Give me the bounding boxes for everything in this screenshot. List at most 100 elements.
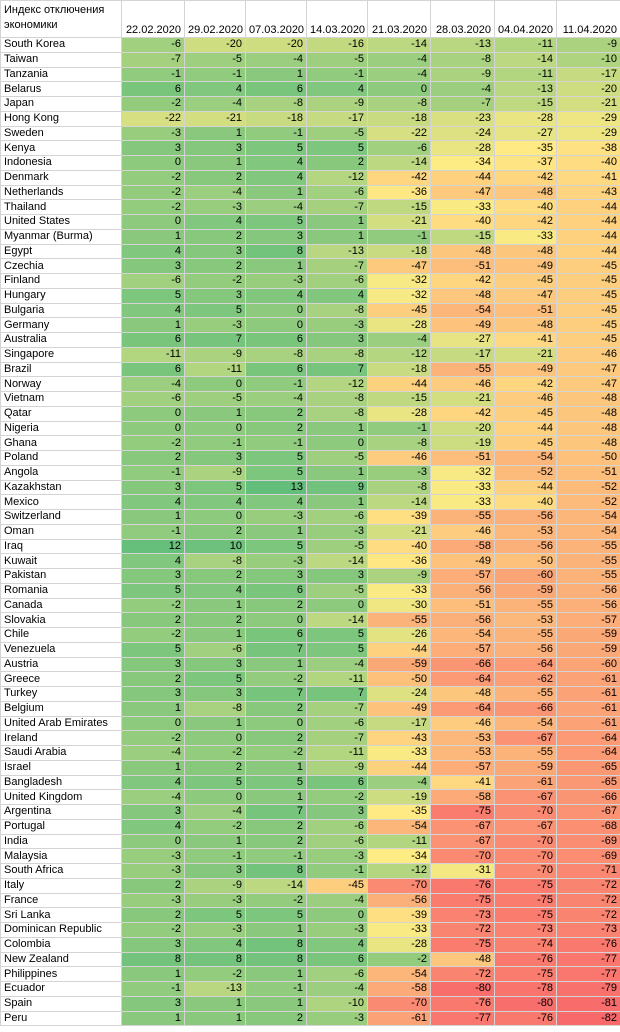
value-cell[interactable]: 2 (121, 612, 185, 628)
value-cell[interactable]: 4 (184, 214, 246, 230)
value-cell[interactable]: -56 (494, 509, 557, 525)
value-cell[interactable]: -16 (306, 37, 368, 53)
value-cell[interactable]: 1 (121, 509, 185, 525)
value-cell[interactable]: -5 (306, 538, 368, 555)
value-cell[interactable]: -4 (367, 51, 431, 68)
value-cell[interactable]: -75 (494, 966, 557, 982)
country-cell[interactable]: Singapore (0, 346, 122, 363)
value-cell[interactable]: -11 (367, 833, 431, 850)
value-cell[interactable]: -59 (556, 627, 620, 643)
date-header[interactable]: 11.04.2020 (556, 0, 620, 38)
value-cell[interactable]: 1 (121, 700, 185, 717)
value-cell[interactable]: -39 (367, 509, 431, 525)
value-cell[interactable]: -12 (306, 376, 368, 392)
value-cell[interactable]: 5 (121, 582, 185, 599)
value-cell[interactable]: -8 (306, 302, 368, 319)
value-cell[interactable]: -50 (556, 450, 620, 466)
value-cell[interactable]: 7 (245, 804, 307, 820)
value-cell[interactable]: -24 (367, 686, 431, 702)
value-cell[interactable]: 0 (184, 376, 246, 392)
value-cell[interactable]: -73 (430, 907, 495, 923)
value-cell[interactable]: -5 (306, 450, 368, 466)
value-cell[interactable]: 1 (184, 125, 246, 142)
value-cell[interactable]: -56 (494, 641, 557, 658)
value-cell[interactable]: -82 (556, 1010, 620, 1027)
value-cell[interactable]: -14 (306, 612, 368, 628)
value-cell[interactable]: 7 (184, 332, 246, 348)
value-cell[interactable]: -45 (556, 332, 620, 348)
value-cell[interactable]: -4 (245, 199, 307, 215)
value-cell[interactable]: -77 (556, 951, 620, 968)
value-cell[interactable]: 0 (184, 420, 246, 437)
value-cell[interactable]: -76 (430, 877, 495, 894)
value-cell[interactable]: 1 (121, 228, 185, 245)
value-cell[interactable]: 2 (245, 700, 307, 717)
value-cell[interactable]: -35 (494, 140, 557, 156)
value-cell[interactable]: -3 (121, 892, 185, 909)
country-cell[interactable]: Kuwait (0, 553, 122, 569)
value-cell[interactable]: -28 (367, 936, 431, 953)
value-cell[interactable]: 1 (245, 995, 307, 1012)
value-cell[interactable]: -4 (245, 391, 307, 407)
value-cell[interactable]: -80 (494, 995, 557, 1012)
value-cell[interactable]: -44 (430, 169, 495, 186)
country-cell[interactable]: Poland (0, 450, 122, 466)
value-cell[interactable]: -9 (556, 37, 620, 53)
country-cell[interactable]: Slovakia (0, 612, 122, 628)
value-cell[interactable]: 2 (184, 568, 246, 584)
value-cell[interactable]: -74 (494, 936, 557, 953)
value-cell[interactable]: 1 (306, 228, 368, 245)
value-cell[interactable]: -2 (245, 671, 307, 687)
value-cell[interactable]: -61 (367, 1010, 431, 1027)
value-cell[interactable]: -2 (184, 745, 246, 761)
date-header[interactable]: 07.03.2020 (245, 0, 307, 38)
value-cell[interactable]: -1 (121, 464, 185, 481)
value-cell[interactable]: -48 (556, 391, 620, 407)
value-cell[interactable]: 3 (184, 686, 246, 702)
value-cell[interactable]: -14 (245, 877, 307, 894)
country-cell[interactable]: Ecuador (0, 981, 122, 997)
value-cell[interactable]: -3 (306, 523, 368, 540)
value-cell[interactable]: -55 (556, 553, 620, 569)
country-cell[interactable]: Egypt (0, 243, 122, 260)
value-cell[interactable]: 2 (245, 420, 307, 437)
value-cell[interactable]: -2 (121, 169, 185, 186)
value-cell[interactable]: -4 (184, 96, 246, 112)
value-cell[interactable]: 2 (184, 523, 246, 540)
value-cell[interactable]: 3 (184, 140, 246, 156)
value-cell[interactable]: -70 (494, 848, 557, 864)
value-cell[interactable]: 0 (245, 317, 307, 333)
value-cell[interactable]: 2 (184, 169, 246, 186)
value-cell[interactable]: 6 (245, 582, 307, 599)
value-cell[interactable]: -18 (367, 243, 431, 260)
value-cell[interactable]: -41 (430, 774, 495, 791)
country-cell[interactable]: Ireland (0, 730, 122, 746)
value-cell[interactable]: -47 (494, 287, 557, 304)
country-cell[interactable]: Netherlands (0, 184, 122, 201)
value-cell[interactable]: -14 (306, 553, 368, 569)
value-cell[interactable]: -45 (494, 273, 557, 289)
value-cell[interactable]: -34 (430, 155, 495, 171)
value-cell[interactable]: -3 (306, 848, 368, 864)
value-cell[interactable]: -56 (430, 612, 495, 628)
value-cell[interactable]: -46 (430, 715, 495, 732)
value-cell[interactable]: -4 (430, 81, 495, 97)
value-cell[interactable]: -9 (430, 66, 495, 83)
value-cell[interactable]: -14 (367, 155, 431, 171)
country-cell[interactable]: Belarus (0, 81, 122, 97)
value-cell[interactable]: 5 (306, 627, 368, 643)
value-cell[interactable]: 3 (121, 140, 185, 156)
value-cell[interactable]: -60 (556, 656, 620, 673)
value-cell[interactable]: -6 (306, 273, 368, 289)
value-cell[interactable]: -48 (430, 686, 495, 702)
value-cell[interactable]: -13 (430, 37, 495, 53)
value-cell[interactable]: -23 (430, 110, 495, 127)
value-cell[interactable]: 4 (245, 155, 307, 171)
value-cell[interactable]: 4 (306, 287, 368, 304)
value-cell[interactable]: 0 (306, 597, 368, 614)
value-cell[interactable]: 8 (245, 951, 307, 968)
value-cell[interactable]: 2 (121, 450, 185, 466)
value-cell[interactable]: -3 (121, 125, 185, 142)
value-cell[interactable]: -45 (306, 877, 368, 894)
value-cell[interactable]: -67 (556, 804, 620, 820)
